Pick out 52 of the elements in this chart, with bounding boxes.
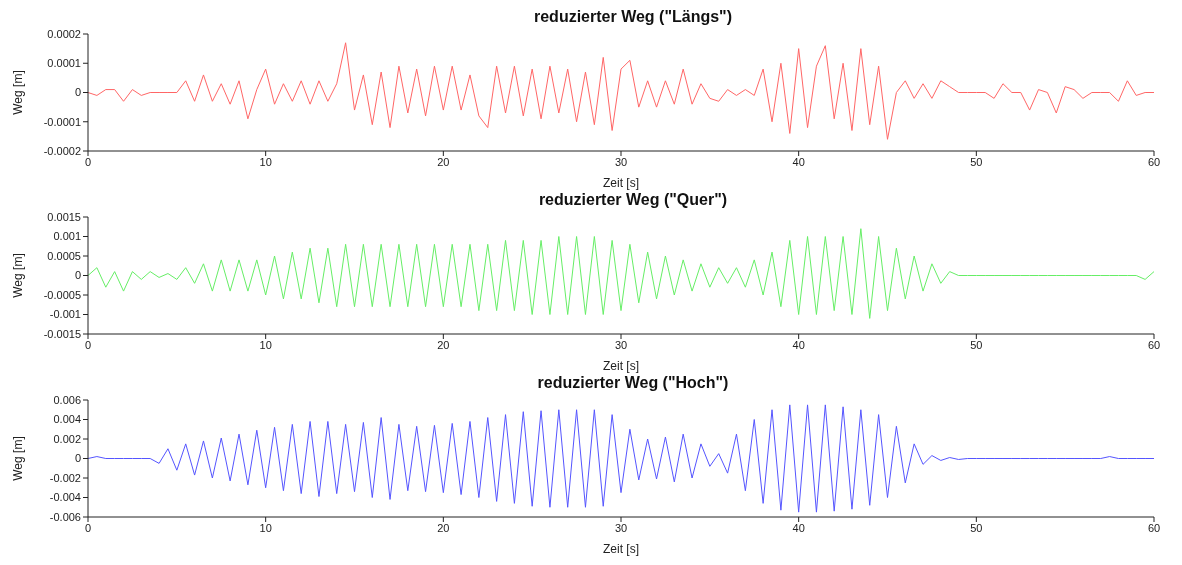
y-axis-title: Weg [m] [11, 436, 26, 481]
y-axis-title: Weg [m] [11, 70, 26, 115]
y-tick-label: 0.0001 [47, 57, 81, 70]
x-tick-label: 30 [614, 521, 628, 534]
x-tick-label: 20 [437, 155, 450, 168]
y-tick-label: 0.0005 [47, 249, 81, 262]
x-tick-label: 10 [259, 155, 272, 168]
y-tick-label: -0.0015 [43, 327, 81, 340]
y-tick-label: -0.0002 [43, 144, 81, 157]
line-series [88, 228, 1154, 319]
chart-title: reduzierter Weg ("Hoch") [537, 374, 729, 391]
y-tick-label: 0.006 [53, 393, 81, 406]
x-tick-label: 50 [970, 521, 983, 534]
x-tick-label: 30 [614, 155, 628, 168]
y-tick-label: 0.004 [53, 413, 81, 426]
y-tick-label: -0.001 [49, 308, 81, 321]
y-tick-label: 0 [74, 86, 81, 99]
x-tick-label: 60 [1147, 521, 1161, 534]
x-tick-label: 20 [437, 338, 450, 351]
x-tick-label: 30 [614, 338, 628, 351]
y-tick-label: -0.0001 [43, 115, 81, 128]
x-tick-label: 0 [84, 155, 92, 168]
x-tick-label: 0 [84, 521, 92, 534]
line-series [88, 404, 1154, 513]
x-axis-title: Zeit [s] [602, 176, 640, 190]
y-axis-title: Weg [m] [11, 253, 26, 298]
y-tick-label: 0.0002 [47, 27, 81, 40]
x-tick-label: 40 [792, 155, 805, 168]
chart-title: reduzierter Weg ("Längs") [533, 8, 732, 25]
x-tick-label: 60 [1147, 338, 1161, 351]
x-tick-label: 10 [259, 338, 272, 351]
x-tick-label: 10 [259, 521, 272, 534]
x-tick-label: 50 [970, 155, 983, 168]
y-tick-label: -0.004 [49, 491, 81, 504]
x-tick-label: 40 [792, 521, 805, 534]
x-tick-label: 40 [792, 338, 805, 351]
y-tick-label: -0.0005 [43, 288, 81, 301]
x-axis-title: Zeit [s] [602, 359, 640, 373]
y-tick-label: 0 [74, 452, 81, 465]
y-tick-label: 0 [74, 269, 81, 282]
y-tick-label: 0.001 [53, 230, 81, 243]
x-tick-label: 0 [84, 338, 92, 351]
x-tick-label: 60 [1147, 155, 1161, 168]
line-series [88, 42, 1154, 140]
y-tick-label: -0.006 [49, 510, 81, 523]
x-axis-title: Zeit [s] [602, 542, 640, 556]
y-tick-label: -0.002 [49, 471, 81, 484]
chart-title: reduzierter Weg ("Quer") [538, 191, 728, 208]
y-tick-label: 0.0015 [47, 210, 81, 223]
x-tick-label: 20 [437, 521, 450, 534]
y-tick-label: 0.002 [53, 432, 81, 445]
x-tick-label: 50 [970, 338, 983, 351]
